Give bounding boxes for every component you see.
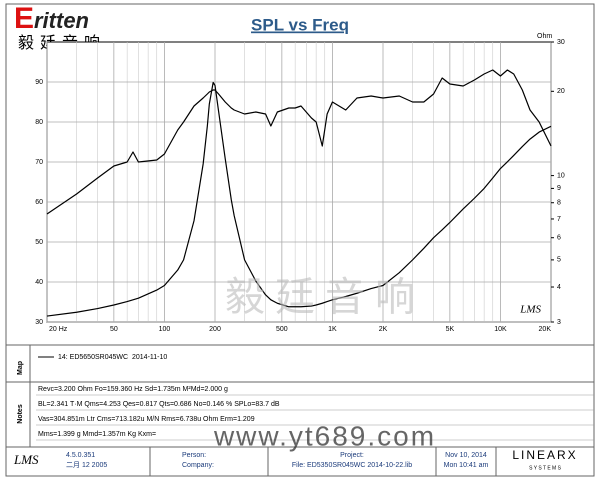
- annotation: LMS: [519, 304, 541, 316]
- y2-tick-label: 5: [557, 257, 561, 264]
- y2-tick-label: 9: [557, 185, 561, 192]
- x-tick-label: 200: [209, 326, 221, 333]
- x-tick-label: 1K: [328, 326, 337, 333]
- watermark-brand: 毅廷音响: [225, 276, 425, 320]
- y-tick-label: 50: [35, 239, 43, 246]
- y2-tick-label: 3: [557, 319, 561, 326]
- project: Project:: [340, 452, 364, 459]
- x-tick-label: 20K: [539, 326, 552, 333]
- notes-label: Notes: [17, 404, 24, 424]
- app-logo: LMS: [13, 452, 39, 467]
- note-line: Revc=3.200 Ohm Fo=159.360 Hz Sd=1.735m M…: [38, 386, 228, 393]
- note-line: BL=2.341 T·M Qms=4.253 Qes=0.817 Qts=0.6…: [38, 401, 280, 408]
- file: File: ED5350SR045WC 2014-10-22.lib: [292, 462, 412, 469]
- logo: ritten: [34, 8, 89, 33]
- vendor: LINEARX: [512, 448, 577, 462]
- y2-tick-label: 4: [557, 284, 561, 291]
- y2-tick-label: 30: [557, 39, 565, 46]
- plot-area: [46, 41, 552, 323]
- y2-axis-label: Ohm: [537, 33, 552, 40]
- legend-date: 2014-11-10: [132, 354, 167, 361]
- legend-text: 14: ED5650SR045WC: [58, 354, 128, 361]
- logo-e: E: [14, 2, 34, 35]
- series-line: [46, 81, 552, 317]
- y2-tick-label: 7: [557, 216, 561, 223]
- y2-tick-label: 10: [557, 172, 565, 179]
- map-label: Map: [17, 361, 24, 375]
- build-date: 二月 12 2005: [66, 461, 107, 469]
- y-tick-label: 80: [35, 119, 43, 126]
- x-tick-label: 5K: [446, 326, 455, 333]
- x-tick-label: 100: [159, 326, 171, 333]
- x-tick-label: 20 Hz: [49, 326, 68, 333]
- frame: [5, 3, 595, 477]
- chart-title: SPL vs Freq: [251, 15, 349, 34]
- x-tick-label: 500: [276, 326, 288, 333]
- notes: Revc=3.200 Ohm Fo=159.360 Hz Sd=1.735m M…: [36, 386, 594, 441]
- series-line: [46, 69, 552, 215]
- x-tick-label: 50: [110, 326, 118, 333]
- date: Nov 10, 2014: [445, 452, 487, 459]
- note-line: Mms=1.399 g Mmd=1.357m Kg Kxm=: [38, 431, 156, 438]
- note-line: Vas=304.851m Ltr Cms=713.182u M/N Rms=6.…: [38, 416, 255, 423]
- x-tick-label: 10K: [494, 326, 507, 333]
- y2-tick-label: 8: [557, 200, 561, 207]
- vendor-sub: S Y S T E M S: [529, 465, 562, 471]
- person: Person:: [182, 452, 206, 459]
- y-tick-label: 60: [35, 199, 43, 206]
- company: Company:: [182, 462, 214, 469]
- y-tick-label: 90: [35, 79, 43, 86]
- x-tick-label: 2K: [379, 326, 388, 333]
- plot: 20 Hz 50 100 200 500 1K 2K 5K 10K 20K 30 40 50 60 70 80…: [35, 33, 565, 333]
- watermark-url: www.yt689.com: [213, 420, 436, 451]
- y2-tick-label: 6: [557, 235, 561, 242]
- version: 4.5.0.351: [66, 452, 95, 459]
- y2-tick-label: 20: [557, 88, 565, 95]
- y-tick-label: 30: [35, 319, 43, 326]
- time: Mon 10:41 am: [444, 462, 489, 469]
- y-tick-label: 40: [35, 279, 43, 286]
- y-tick-label: 70: [35, 159, 43, 166]
